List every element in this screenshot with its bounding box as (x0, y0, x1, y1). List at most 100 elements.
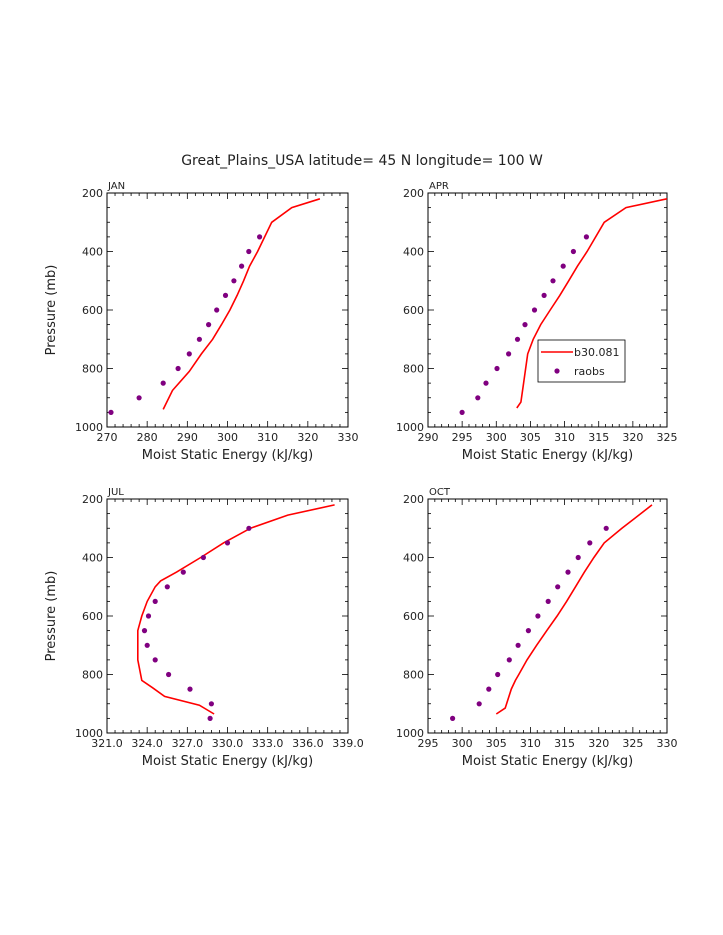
y-axis-label: Pressure (mb) (44, 571, 59, 662)
x-tick-label: 330.0 (212, 737, 244, 750)
plot-frame (427, 498, 668, 734)
panel-label: JUL (107, 487, 124, 498)
raobs-point (570, 248, 577, 255)
y-tick-label: 200 (403, 493, 424, 506)
model-line (162, 198, 321, 410)
raobs-point (160, 380, 166, 386)
raobs-point (196, 336, 202, 342)
plot-data (108, 198, 321, 415)
x-tick-label: 327.0 (172, 737, 204, 750)
plot-frame (106, 498, 349, 734)
y-tick-label: 800 (403, 363, 424, 376)
raobs-point (535, 613, 541, 619)
x-tick-label: 333.0 (252, 737, 284, 750)
model-line (137, 504, 335, 715)
legend-box (537, 339, 626, 383)
raobs-point (152, 657, 158, 663)
raobs-point (475, 395, 481, 401)
x-tick-label: 290 (177, 431, 198, 444)
legend-label-model: b30.081 (574, 346, 619, 359)
raobs-point (459, 409, 465, 415)
x-axis-label: Moist Static Energy (kJ/kg) (462, 754, 633, 769)
x-axis-label: Moist Static Energy (kJ/kg) (142, 754, 313, 769)
raobs-point (231, 278, 237, 284)
plot-data (450, 504, 653, 722)
x-tick-label: 325 (622, 737, 643, 750)
raobs-point (486, 686, 492, 692)
x-tick-label: 320 (297, 431, 318, 444)
panel-oct: OCT 295 300 305 310 315 320 325 330 200 400 600 800 1… (396, 487, 678, 769)
raobs-point (450, 715, 456, 722)
plot-data (137, 504, 335, 722)
panel-label: OCT (429, 487, 451, 498)
y-tick-label: 200 (82, 493, 103, 506)
y-tick-label: 1000 (75, 727, 103, 740)
y-tick-label: 800 (403, 669, 424, 682)
x-tick-label: 320 (588, 737, 609, 750)
raobs-point (136, 395, 142, 401)
raobs-point (166, 671, 172, 678)
panel-label: APR (429, 181, 449, 192)
raobs-point (515, 642, 521, 648)
raobs-point (214, 307, 220, 313)
raobs-point (187, 686, 193, 692)
raobs-point (141, 628, 148, 634)
raobs-point (506, 657, 512, 663)
raobs-point (144, 642, 150, 648)
y-tick-label: 400 (403, 246, 424, 259)
y-tick-label: 600 (82, 610, 103, 623)
y-tick-label: 600 (403, 610, 424, 623)
raobs-point (541, 292, 547, 298)
raobs-point (506, 351, 512, 357)
x-tick-label: 310 (554, 431, 575, 444)
y-tick-label: 400 (403, 552, 424, 565)
raobs-point (200, 554, 206, 561)
plot-data (459, 198, 667, 415)
panel-apr: APR 290 295 300 305 310 315 320 325 200 400 600 800 1… (396, 181, 678, 463)
raobs-point (207, 715, 213, 722)
x-tick-label: 325 (657, 431, 678, 444)
x-tick-label: 300 (217, 431, 238, 444)
x-tick-label: 300 (486, 431, 507, 444)
raobs-point (206, 322, 212, 328)
x-tick-label: 295 (452, 431, 473, 444)
legend-label-raobs: raobs (574, 365, 605, 378)
raobs-point (145, 613, 152, 619)
raobs-point (525, 628, 532, 634)
x-tick-label: 336.0 (292, 737, 324, 750)
raobs-point (531, 307, 538, 313)
raobs-point (186, 351, 192, 357)
raobs-point (246, 248, 252, 255)
y-tick-label: 1000 (396, 421, 424, 434)
x-tick-label: 290 (418, 431, 439, 444)
raobs-point (257, 234, 263, 240)
raobs-point (108, 409, 114, 415)
raobs-point (483, 380, 489, 386)
raobs-point (575, 554, 581, 561)
raobs-point (603, 525, 609, 531)
panel-label: JAN (107, 181, 125, 192)
raobs-point (565, 569, 571, 575)
raobs-point (246, 525, 252, 531)
x-tick-label: 300 (452, 737, 473, 750)
y-tick-label: 600 (403, 304, 424, 317)
model-line (516, 198, 667, 409)
y-tick-label: 1000 (75, 421, 103, 434)
raobs-point (208, 701, 214, 707)
y-tick-label: 200 (403, 187, 424, 200)
legend-point-swatch (554, 368, 560, 374)
raobs-point (583, 234, 590, 240)
x-tick-label: 330 (338, 431, 359, 444)
x-tick-label: 315 (554, 737, 575, 750)
x-tick-label: 320 (622, 431, 643, 444)
model-line (495, 504, 653, 715)
x-tick-label: 339.0 (332, 737, 364, 750)
raobs-point (522, 322, 528, 328)
x-tick-label: 280 (137, 431, 158, 444)
raobs-point (180, 569, 186, 575)
x-tick-label: 324.0 (131, 737, 163, 750)
x-tick-label: 310 (257, 431, 278, 444)
x-tick-label: 305 (520, 431, 541, 444)
raobs-point (476, 701, 482, 707)
